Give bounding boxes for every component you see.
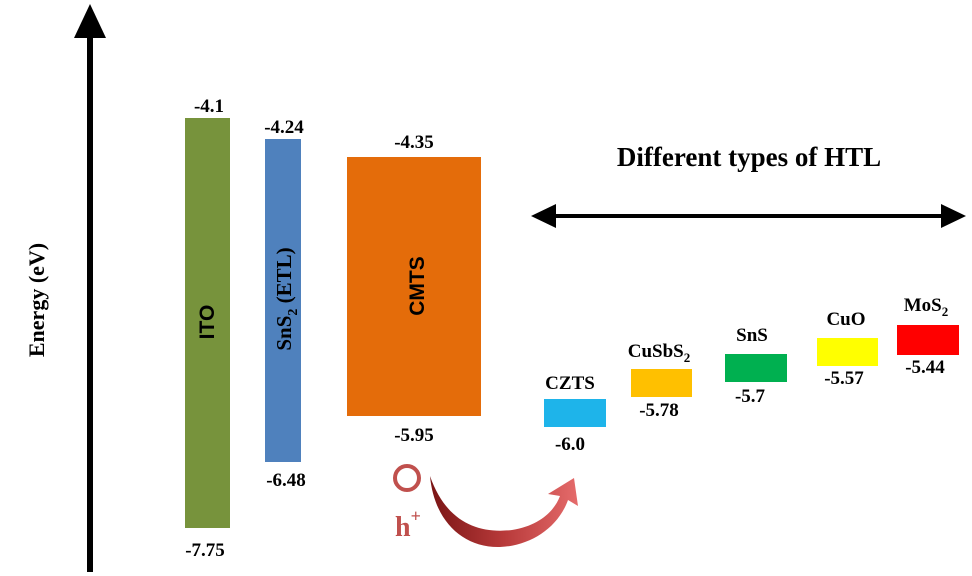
ito-top-value: -4.1 — [194, 96, 224, 117]
ito-label: ITO — [196, 305, 219, 340]
cmts-label: CMTS — [406, 256, 429, 316]
htl-arrow-left-head — [531, 204, 556, 228]
htl-sns: SnS -5.7 — [725, 325, 787, 407]
ito-bottom-value: -7.75 — [185, 540, 225, 561]
cusbs2-label: CuSbS2 — [628, 341, 691, 365]
hole-circle-icon — [393, 464, 421, 492]
mos2-bar — [897, 325, 959, 355]
htl-cusbs2: CuSbS2 -5.78 — [628, 341, 692, 421]
axis-label: Energy (eV) — [24, 243, 49, 357]
htl-range-arrow — [531, 204, 966, 228]
cuo-value: -5.57 — [824, 368, 864, 389]
cuo-bar — [817, 338, 878, 366]
czts-bar — [544, 399, 606, 427]
energy-axis — [74, 4, 106, 572]
sns2-band — [265, 139, 301, 462]
cmts-bottom-value: -5.95 — [394, 425, 434, 446]
layer-ito: ITO -4.1 -7.75 — [185, 96, 230, 561]
sns-value: -5.7 — [735, 386, 766, 407]
htl-czts: CZTS -6.0 — [544, 373, 606, 455]
cusbs2-bar — [631, 369, 692, 397]
layer-sns2-etl: SnS2 (ETL) -4.24 -6.48 — [264, 117, 306, 491]
sns2-bottom-value: -6.48 — [266, 470, 306, 491]
hole-transfer-arrow — [430, 476, 578, 548]
czts-value: -6.0 — [555, 434, 585, 455]
hole-transfer: h+ — [393, 464, 578, 548]
cuo-label: CuO — [826, 309, 865, 330]
czts-label: CZTS — [545, 373, 595, 394]
mos2-label: MoS2 — [904, 295, 949, 319]
mos2-value: -5.44 — [905, 357, 945, 378]
sns2-top-value: -4.24 — [264, 117, 304, 138]
cusbs2-value: -5.78 — [639, 400, 679, 421]
axis-arrowhead — [74, 4, 106, 38]
sns2-label: SnS2 (ETL) — [272, 247, 301, 350]
sns-label: SnS — [736, 325, 768, 346]
htl-heading: Different types of HTL — [617, 142, 881, 172]
layer-cmts: CMTS -4.35 -5.95 — [347, 132, 481, 446]
htl-cuo: CuO -5.57 — [817, 309, 878, 389]
hole-label: h+ — [395, 506, 421, 543]
htl-arrow-right-head — [941, 204, 966, 228]
sns-bar — [725, 354, 787, 382]
cmts-band — [347, 157, 481, 416]
htl-mos2: MoS2 -5.44 — [897, 295, 959, 378]
cmts-top-value: -4.35 — [394, 132, 434, 153]
ito-band — [185, 118, 230, 528]
